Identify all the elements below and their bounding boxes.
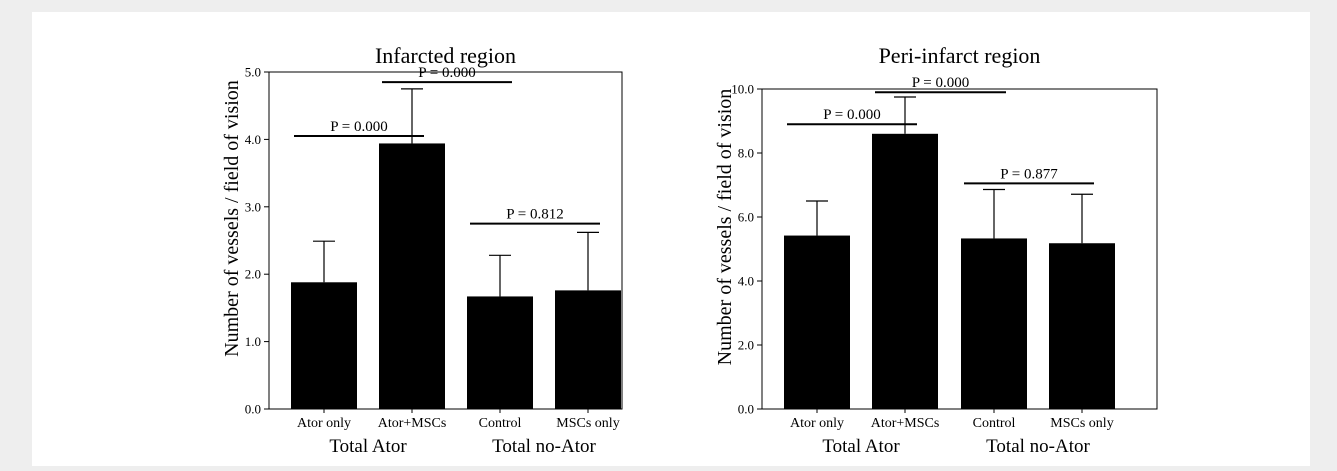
- bar-ator-only: [291, 282, 357, 409]
- chart-1: Infarcted region Number of vessels / fiel…: [221, 43, 623, 457]
- y-tick-label: 5.0: [245, 65, 261, 80]
- y-tick-label: 2.0: [245, 267, 261, 282]
- y-tick-label: 2.0: [738, 338, 754, 353]
- y-tick-label: 1.0: [245, 334, 261, 349]
- chart-title: Infarcted region: [375, 43, 516, 68]
- y-axis-label: Number of vessels / field of vision: [221, 80, 243, 357]
- plot-frame: [268, 71, 623, 410]
- significance-label: P = 0.000: [912, 75, 970, 91]
- significance-label: P = 0.812: [506, 207, 564, 223]
- significance-label: P = 0.000: [330, 119, 388, 135]
- x-tick-label: Ator only: [297, 416, 351, 431]
- x-tick-label: Control: [479, 416, 522, 431]
- bar-mscs-only: [555, 290, 621, 409]
- bar-control: [961, 238, 1027, 409]
- y-tick-label: 0.0: [738, 402, 754, 417]
- x-tick-label: Ator+MSCs: [378, 416, 447, 431]
- group-label: Total no-Ator: [492, 436, 596, 457]
- x-tick-label: Ator+MSCs: [871, 416, 940, 431]
- y-tick-label: 4.0: [738, 274, 754, 289]
- x-tick-label: MSCs only: [1050, 416, 1113, 431]
- x-tick-label: Ator only: [790, 416, 844, 431]
- figure-panel: Infarcted region Number of vessels / fiel…: [32, 12, 1310, 466]
- significance-label: P = 0.000: [823, 107, 881, 123]
- chart-title: Peri-infarct region: [879, 43, 1041, 68]
- y-tick-label: 4.0: [245, 132, 261, 147]
- bar-ator-mscs: [379, 143, 445, 409]
- bar-ator-only: [784, 235, 850, 409]
- bar-ator-mscs: [872, 133, 938, 410]
- y-axis-label: Number of vessels / field of vision: [714, 89, 736, 366]
- figure-charts: Infarcted region Number of vessels / fiel…: [221, 43, 1158, 457]
- y-tick-label: 8.0: [738, 146, 754, 161]
- y-tick-label: 6.0: [738, 210, 754, 225]
- x-tick-label: MSCs only: [556, 416, 619, 431]
- group-label: Total Ator: [329, 436, 407, 457]
- y-tick-label: 3.0: [245, 199, 261, 214]
- chart-2: Peri-infarct region Number of vessels / f…: [714, 43, 1158, 457]
- significance-label: P = 0.000: [418, 65, 476, 81]
- group-label: Total Ator: [822, 436, 900, 457]
- significance-label: P = 0.877: [1000, 166, 1058, 182]
- x-tick-label: Control: [973, 416, 1016, 431]
- plot-frame: [761, 88, 1158, 410]
- bar-control: [467, 296, 533, 409]
- group-label: Total no-Ator: [986, 436, 1090, 457]
- bar-mscs-only: [1049, 243, 1115, 409]
- y-tick-label: 0.0: [245, 402, 261, 417]
- y-tick-label: 10.0: [731, 82, 754, 97]
